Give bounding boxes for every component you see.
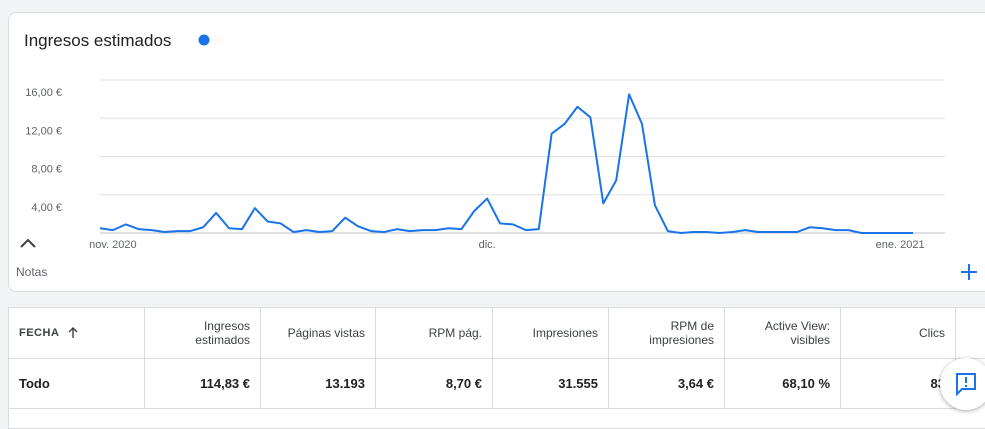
cell: 8,70 €	[376, 358, 493, 408]
column-header: Active View: visibles	[764, 319, 830, 347]
cell-text: 13.193	[325, 375, 365, 391]
feedback-button[interactable]	[940, 358, 985, 410]
y-tick-label: 12,00 €	[25, 125, 62, 137]
line-series	[99, 93, 913, 234]
header-cell[interactable]: Ingresos estimados	[145, 308, 261, 358]
table-row: Todo 114,83 € 13.193 8,70 € 31.555 3,64 € 68,1…	[9, 358, 956, 409]
cell-text: 8,70 €	[445, 375, 482, 391]
header-cell[interactable]: Ing	[956, 308, 985, 358]
cell-text: 114,83 €	[200, 375, 250, 391]
table-header: FECHA Ingresos estimados Páginas vistas RPM…	[9, 308, 985, 359]
header-cell[interactable]: Impresiones	[493, 308, 609, 358]
chart: Ingresos estimados Notas 4,00 € 8,00 € 12,…	[16, 31, 977, 280]
header-cell[interactable]: FECHA	[9, 308, 145, 358]
cell: 68,10 %	[725, 358, 841, 408]
cell: 31.555	[493, 358, 609, 408]
header-cell[interactable]: Active View: visibles	[725, 308, 841, 358]
x-tick-label: ene. 2021	[876, 239, 925, 251]
y-tick-label: 16,00 €	[25, 87, 62, 99]
x-tick-label: nov. 2020	[89, 239, 137, 251]
column-header: Clics	[919, 326, 945, 340]
column-header: Ingresos estimados	[195, 319, 250, 347]
add-note-button[interactable]	[961, 264, 977, 280]
cell-text: 68,10 %	[782, 375, 830, 391]
cell-text: 31.555	[558, 375, 598, 391]
y-tick-label: 8,00 €	[31, 164, 62, 176]
chart-card	[8, 12, 985, 292]
feedback-icon	[956, 373, 976, 397]
cell-text: Todo	[19, 375, 50, 391]
column-header: FECHA	[19, 327, 60, 339]
x-tick-label: dic.	[479, 239, 496, 251]
collapse-button[interactable]	[20, 238, 36, 248]
page: Ingresos estimados Notas 4,00 € 8,00 € 12,…	[8, 12, 985, 429]
y-tick-label: 4,00 €	[31, 202, 62, 214]
column-header: RPM pág.	[428, 326, 482, 340]
cell-text: 3,64 €	[677, 375, 714, 391]
header-cell[interactable]: Clics	[841, 308, 956, 358]
header-cell[interactable]: Páginas vistas	[261, 308, 376, 358]
column-header: Impresiones	[532, 326, 598, 340]
cell: 13.193	[261, 358, 376, 408]
chart-title: Ingresos estimados	[24, 31, 171, 50]
sort-arrow	[68, 327, 78, 338]
cell: Todo	[9, 358, 145, 408]
header-cell[interactable]: RPM pág.	[376, 308, 493, 358]
cell: 83	[841, 358, 956, 408]
table: FECHA Ingresos estimados Páginas vistas RPM…	[8, 307, 985, 429]
column-header: Páginas vistas	[287, 326, 365, 340]
column-header: RPM de impresiones	[649, 319, 714, 347]
cell: 114,83 €	[145, 358, 261, 408]
cell: 3,64 €	[609, 358, 725, 408]
notes-label: Notas	[16, 265, 47, 279]
legend-dot	[198, 34, 210, 46]
header-cell[interactable]: RPM de impresiones	[609, 308, 725, 358]
